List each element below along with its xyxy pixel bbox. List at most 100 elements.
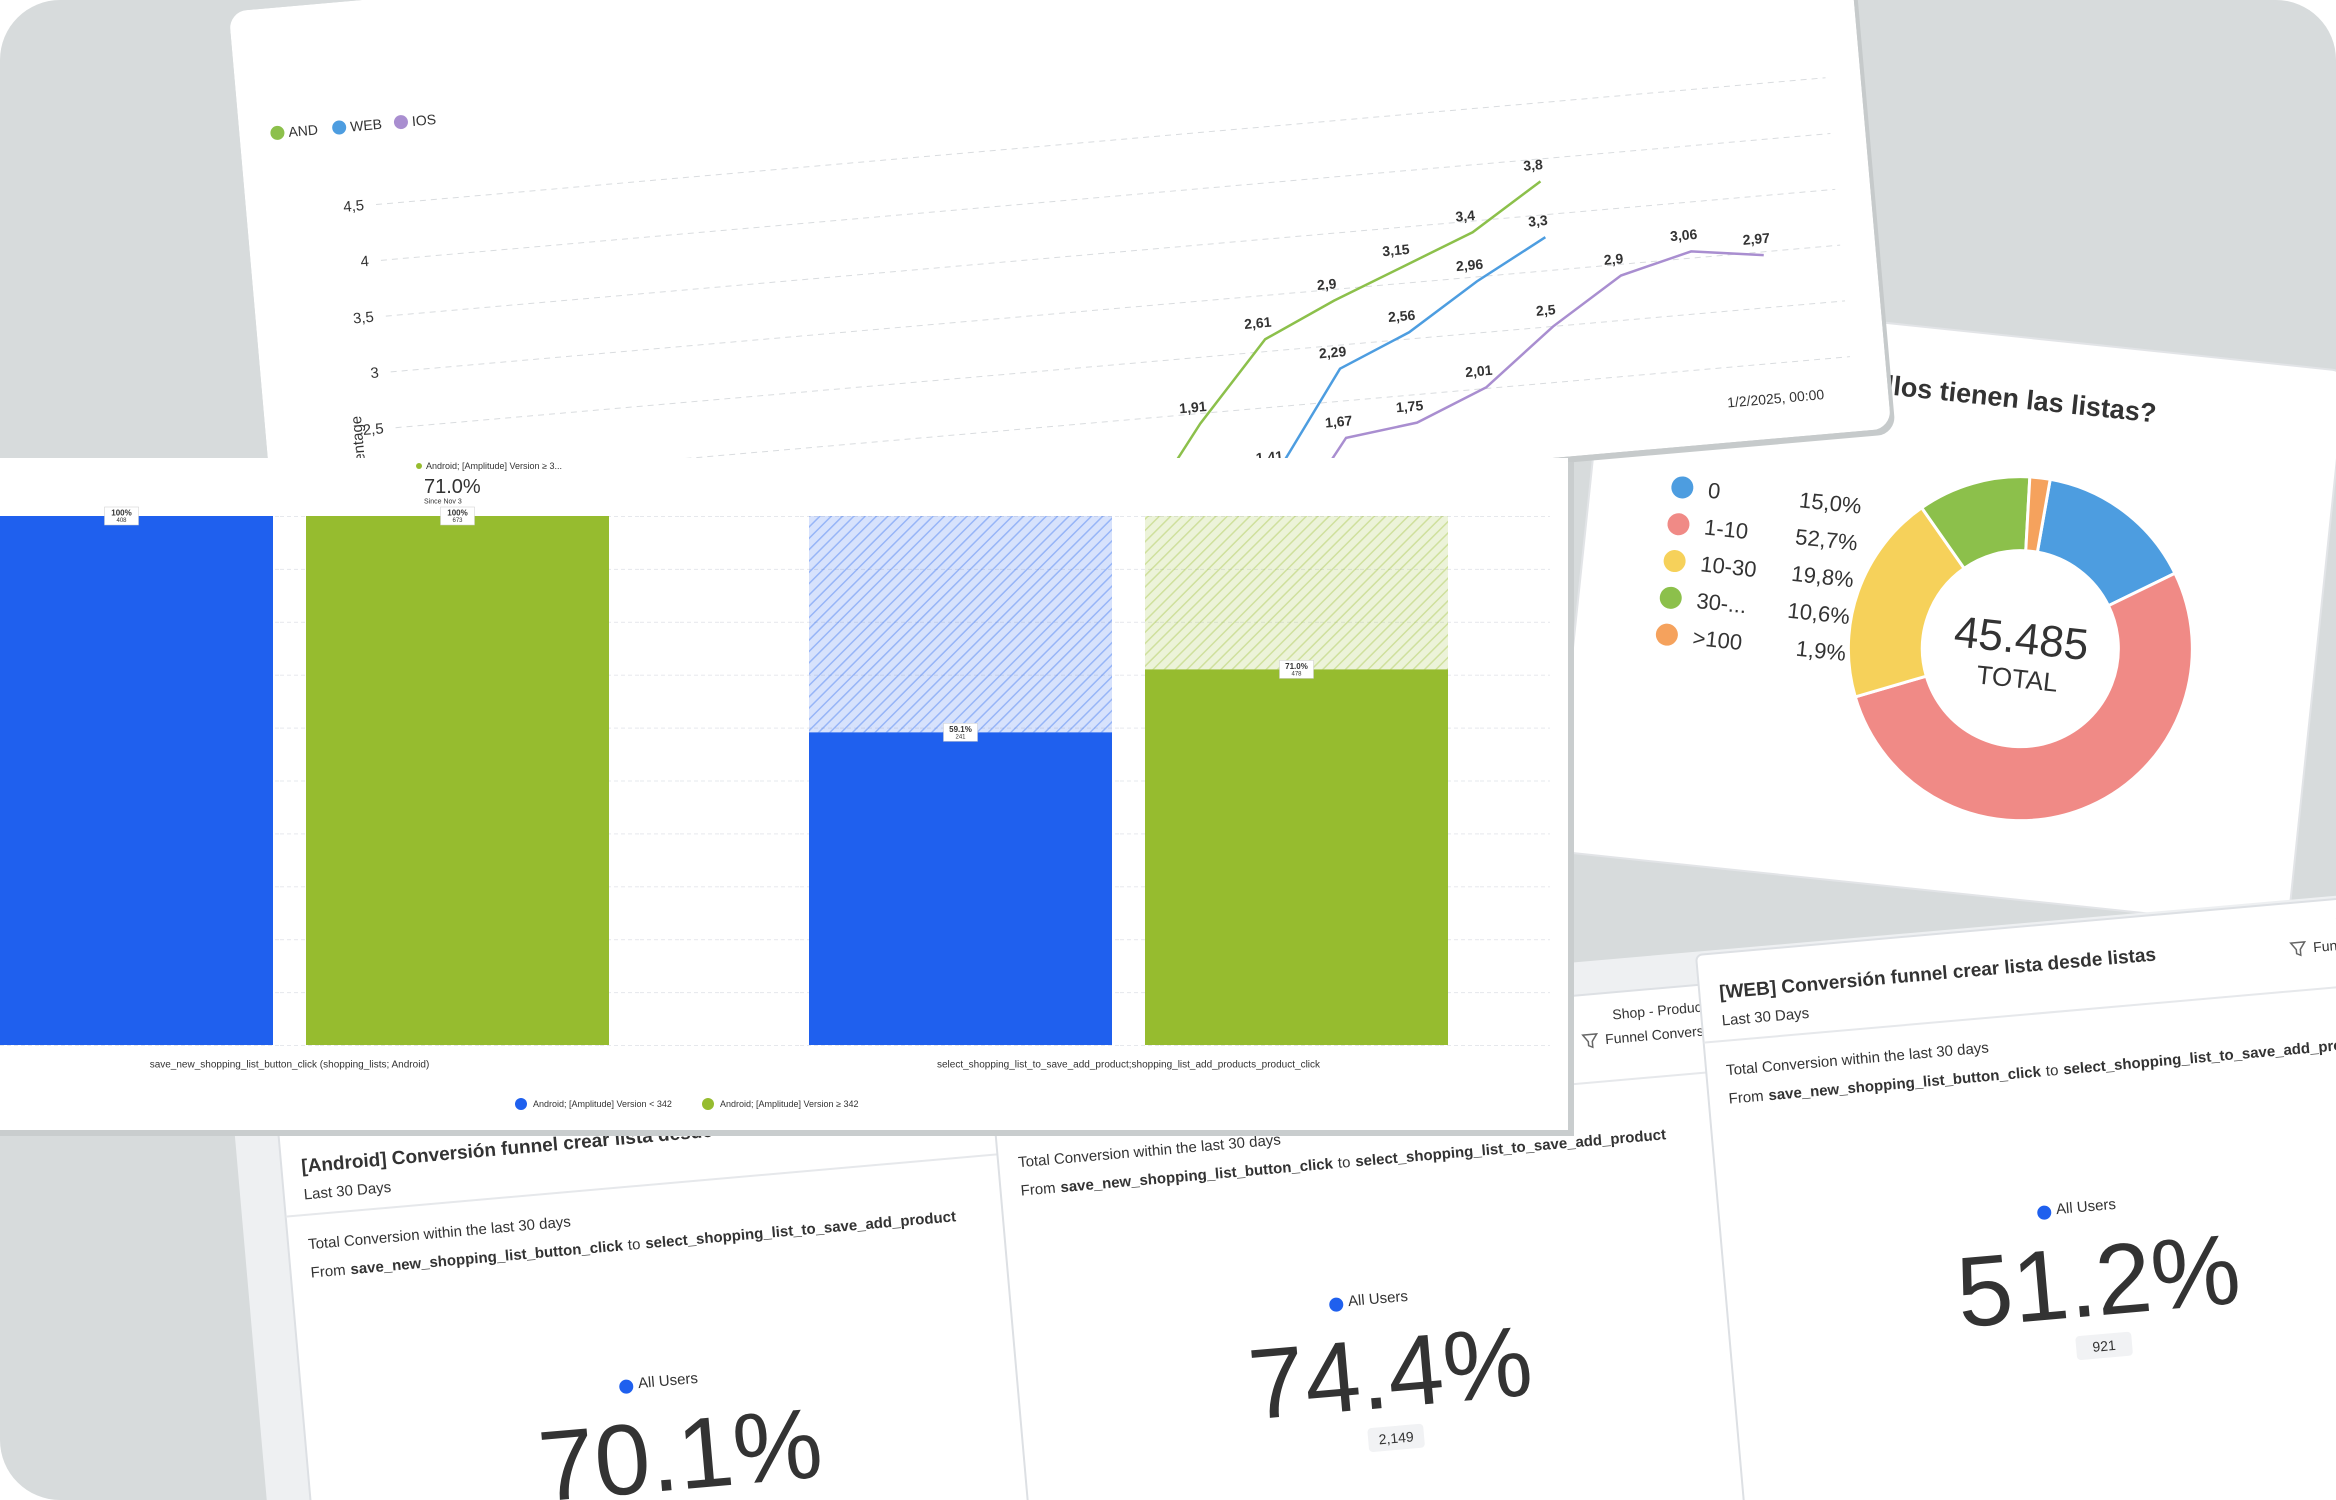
step-to-label: to bbox=[627, 1235, 641, 1253]
tooltip-value: 71.0% bbox=[424, 476, 481, 498]
count-label: 408 bbox=[116, 518, 127, 524]
legend-marker bbox=[1663, 550, 1686, 573]
bar bbox=[0, 516, 273, 1045]
data-label: 2,61 bbox=[1243, 314, 1272, 332]
count-label: 478 bbox=[1291, 671, 1302, 677]
x-tick-label: select_shopping_list_to_save_add_product… bbox=[937, 1060, 1321, 1071]
metric-card: Shop - Producti...Funnel ConversionTotal… bbox=[987, 981, 1801, 1500]
legend-marker bbox=[393, 115, 408, 130]
segment-label: All Users bbox=[1347, 1288, 1408, 1310]
data-label: 3,3 bbox=[1527, 212, 1548, 230]
legend-label: WEB bbox=[349, 116, 382, 135]
data-label: 1,75 bbox=[1395, 397, 1424, 415]
step-to-label: to bbox=[1337, 1153, 1351, 1171]
count-label: 241 bbox=[955, 734, 966, 740]
segment-marker bbox=[2037, 1205, 2052, 1220]
segment-label: All Users bbox=[2055, 1196, 2116, 1218]
count-badge bbox=[2075, 1331, 2133, 1360]
legend-label: >100 bbox=[1691, 625, 1743, 655]
data-label: 2,97 bbox=[1742, 230, 1771, 248]
dropoff-bar bbox=[809, 516, 1112, 733]
metric-card: [WEB] Conversión funnel crear lista desd… bbox=[1695, 889, 2336, 1500]
legend-label: AND bbox=[288, 121, 319, 140]
donut-slice bbox=[1846, 505, 1967, 699]
data-label: 2,5 bbox=[1535, 301, 1556, 319]
metric-value: 51.2% bbox=[1952, 1213, 2244, 1349]
tooltip-marker bbox=[416, 463, 422, 469]
panel-background bbox=[1552, 294, 2336, 928]
data-label: 2,9 bbox=[1603, 250, 1624, 268]
donut-panel: nillos tienen las listas?0 15,0%1-10 52,7%… bbox=[1552, 294, 2336, 928]
card-divider bbox=[1703, 976, 2336, 1044]
y-tick-label: 3 bbox=[370, 364, 380, 382]
card-divider bbox=[285, 1150, 1028, 1218]
metric-value: 74.4% bbox=[1244, 1305, 1536, 1441]
segment-label: All Users bbox=[637, 1370, 698, 1392]
grid-line bbox=[395, 300, 1846, 429]
y-tick-label: 2,5 bbox=[362, 420, 384, 439]
funnel-chart-panel: save_new_shopping_list_button_click (sho… bbox=[0, 458, 1574, 1136]
data-label: 3,4 bbox=[1455, 207, 1476, 225]
legend-marker bbox=[332, 120, 347, 135]
y-tick-label: 4,5 bbox=[343, 197, 365, 216]
data-label: 2,29 bbox=[1318, 343, 1347, 361]
grid-line bbox=[385, 188, 1836, 317]
card-background bbox=[1695, 889, 2336, 1500]
legend-marker bbox=[702, 1098, 714, 1110]
legend-marker bbox=[270, 125, 285, 140]
grid-line bbox=[390, 244, 1841, 373]
metric-count: 921 bbox=[2092, 1337, 2117, 1355]
value-badge bbox=[943, 723, 978, 742]
segment-marker bbox=[619, 1379, 634, 1394]
card-tag: Shop - Product bbox=[2334, 905, 2336, 929]
data-label: 2,96 bbox=[1455, 256, 1484, 274]
step-from-label: From bbox=[1020, 1179, 1056, 1199]
metric-count: 2,149 bbox=[1378, 1428, 1415, 1447]
bar bbox=[1145, 669, 1448, 1045]
legend-marker bbox=[1659, 586, 1682, 609]
step-from-label: From bbox=[1728, 1087, 1764, 1107]
legend-label: Android; [Amplitude] Version < 342 bbox=[533, 1099, 672, 1109]
step-from-label: From bbox=[310, 1261, 346, 1281]
legend-label: 1-10 bbox=[1703, 515, 1749, 544]
data-label: 3,15 bbox=[1382, 241, 1411, 259]
grid-line bbox=[380, 133, 1831, 261]
value-label: 1,9% bbox=[1795, 636, 1847, 666]
dropoff-bar bbox=[1145, 516, 1448, 670]
tooltip-note: Since Nov 3 bbox=[424, 499, 462, 506]
value-badge bbox=[104, 506, 139, 526]
value-badge bbox=[440, 506, 475, 526]
data-label: 2,56 bbox=[1387, 307, 1416, 325]
data-line bbox=[1135, 180, 1542, 524]
legend-marker bbox=[515, 1098, 527, 1110]
step-to-label: to bbox=[2045, 1061, 2059, 1079]
value-badge bbox=[1279, 660, 1314, 679]
legend-label: 0 bbox=[1707, 478, 1722, 504]
legend-label: IOS bbox=[411, 111, 436, 129]
donut-slice bbox=[1853, 571, 2194, 823]
legend-marker bbox=[1667, 513, 1690, 536]
data-label: 2,01 bbox=[1464, 362, 1493, 380]
funnel-icon bbox=[1581, 1033, 1599, 1049]
value-label: 59.1% bbox=[949, 725, 972, 734]
bar bbox=[306, 516, 609, 1045]
value-label: 100% bbox=[447, 509, 467, 518]
grid-line bbox=[376, 77, 1826, 206]
count-badge bbox=[1367, 1423, 1425, 1452]
data-label: 3,8 bbox=[1523, 156, 1544, 174]
value-label: 71.0% bbox=[1285, 662, 1308, 671]
legend-marker bbox=[1655, 623, 1678, 646]
legend-label: 10-30 bbox=[1699, 551, 1758, 582]
funnel-icon bbox=[2289, 941, 2307, 957]
bar bbox=[809, 732, 1112, 1045]
y-tick-label: 3,5 bbox=[352, 309, 374, 328]
panel-background bbox=[228, 0, 1892, 570]
data-label: 1,67 bbox=[1324, 412, 1353, 430]
tooltip-series: Android; [Amplitude] Version ≥ 3... bbox=[426, 461, 562, 471]
data-label: 1,91 bbox=[1179, 398, 1208, 416]
y-tick-label: 4 bbox=[360, 253, 370, 271]
